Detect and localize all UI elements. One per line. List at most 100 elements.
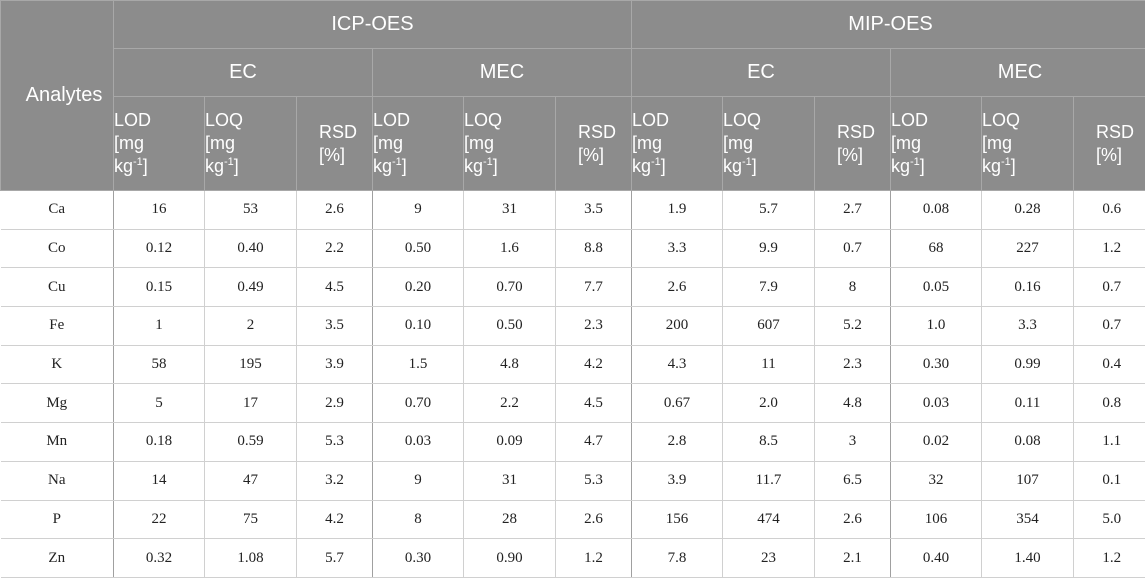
instrument-header-mip-oes: MIP-OES — [632, 1, 1145, 49]
value-cell: 53 — [205, 191, 297, 230]
method-header-mip-mec: MEC — [891, 49, 1145, 97]
value-cell: 3 — [815, 423, 891, 462]
analyte-cell: Fe — [1, 307, 114, 346]
value-cell: 2.1 — [815, 539, 891, 578]
value-cell: 5.0 — [1074, 500, 1145, 539]
value-cell: 607 — [723, 307, 815, 346]
value-cell: 1.08 — [205, 539, 297, 578]
value-cell: 1.2 — [1074, 229, 1145, 268]
value-cell: 3.3 — [632, 229, 723, 268]
unit-exponent: -1 — [483, 156, 493, 168]
metric-header-rsd-icp-ec: RSD[%] — [297, 97, 373, 191]
lod-label: LOD — [373, 110, 410, 130]
value-cell: 0.18 — [114, 423, 205, 462]
value-cell: 0.8 — [1074, 384, 1145, 423]
value-cell: 227 — [982, 229, 1074, 268]
value-cell: 75 — [205, 500, 297, 539]
value-cell: 8 — [373, 500, 464, 539]
unit-open: [mg — [373, 133, 403, 153]
analyte-cell: K — [1, 345, 114, 384]
unit-open: [mg — [723, 133, 753, 153]
value-cell: 106 — [891, 500, 982, 539]
method-header-icp-mec: MEC — [373, 49, 632, 97]
analyte-cell: P — [1, 500, 114, 539]
value-cell: 4.2 — [297, 500, 373, 539]
value-cell: 8 — [815, 268, 891, 307]
value-cell: 2.3 — [556, 307, 632, 346]
unit-close: ] — [661, 156, 666, 176]
value-cell: 0.11 — [982, 384, 1074, 423]
rsd-label: RSD — [1096, 122, 1134, 142]
value-cell: 9 — [373, 191, 464, 230]
value-cell: 0.03 — [373, 423, 464, 462]
loq-label: LOQ — [723, 110, 761, 130]
unit-close: ] — [493, 156, 498, 176]
unit-close: ] — [402, 156, 407, 176]
value-cell: 22 — [114, 500, 205, 539]
value-cell: 0.32 — [114, 539, 205, 578]
value-cell: 0.03 — [891, 384, 982, 423]
lod-label: LOD — [632, 110, 669, 130]
value-cell: 0.20 — [373, 268, 464, 307]
table-header: Analytes ICP-OES MIP-OES EC MEC EC MEC L… — [1, 1, 1145, 191]
value-cell: 3.5 — [556, 191, 632, 230]
method-header-icp-ec: EC — [114, 49, 373, 97]
value-cell: 6.5 — [815, 461, 891, 500]
instrument-header-icp-oes: ICP-OES — [114, 1, 632, 49]
value-cell: 23 — [723, 539, 815, 578]
value-cell: 0.7 — [1074, 307, 1145, 346]
analytes-header: Analytes — [1, 1, 114, 191]
value-cell: 2.0 — [723, 384, 815, 423]
value-cell: 28 — [464, 500, 556, 539]
instrument-header-row: Analytes ICP-OES MIP-OES — [1, 1, 1145, 49]
value-cell: 32 — [891, 461, 982, 500]
unit-close: ] — [143, 156, 148, 176]
value-cell: 0.16 — [982, 268, 1074, 307]
value-cell: 200 — [632, 307, 723, 346]
value-cell: 9.9 — [723, 229, 815, 268]
value-cell: 0.70 — [373, 384, 464, 423]
value-cell: 4.5 — [556, 384, 632, 423]
value-cell: 4.8 — [464, 345, 556, 384]
value-cell: 0.28 — [982, 191, 1074, 230]
value-cell: 474 — [723, 500, 815, 539]
value-cell: 47 — [205, 461, 297, 500]
value-cell: 16 — [114, 191, 205, 230]
value-cell: 0.90 — [464, 539, 556, 578]
value-cell: 0.4 — [1074, 345, 1145, 384]
value-cell: 4.5 — [297, 268, 373, 307]
metric-header-rsd-mip-mec: RSD[%] — [1074, 97, 1145, 191]
unit-open: [mg — [464, 133, 494, 153]
rsd-unit: [%] — [578, 145, 604, 165]
value-cell: 2.6 — [297, 191, 373, 230]
value-cell: 1.0 — [891, 307, 982, 346]
value-cell: 1.1 — [1074, 423, 1145, 462]
analyte-cell: Na — [1, 461, 114, 500]
loq-label: LOQ — [464, 110, 502, 130]
value-cell: 68 — [891, 229, 982, 268]
value-cell: 1.5 — [373, 345, 464, 384]
value-cell: 3.3 — [982, 307, 1074, 346]
unit-kg: kg — [723, 156, 742, 176]
unit-close: ] — [752, 156, 757, 176]
unit-kg: kg — [205, 156, 224, 176]
value-cell: 1.2 — [556, 539, 632, 578]
value-cell: 195 — [205, 345, 297, 384]
analyte-cell: Mn — [1, 423, 114, 462]
value-cell: 1.2 — [1074, 539, 1145, 578]
value-cell: 4.8 — [815, 384, 891, 423]
value-cell: 31 — [464, 461, 556, 500]
value-cell: 7.9 — [723, 268, 815, 307]
value-cell: 2.6 — [556, 500, 632, 539]
value-cell: 0.7 — [1074, 268, 1145, 307]
